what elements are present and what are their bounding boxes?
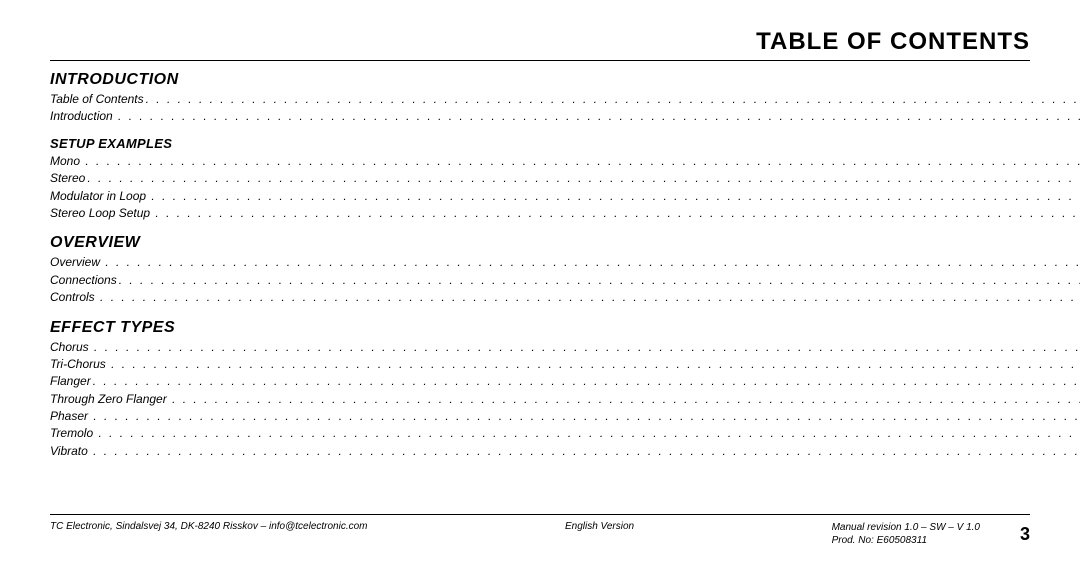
toc-entry-label: Vibrato (50, 443, 91, 460)
toc-columns: INTRODUCTIONTable of Contents3Introducti… (50, 71, 1030, 460)
toc-entry-label: Flanger (50, 373, 91, 390)
toc-leader-dots (96, 425, 1080, 442)
toc-leader-dots (92, 339, 1080, 356)
toc-entry: Chorus 14 (50, 339, 1080, 356)
toc-entry-label: Controls (50, 289, 98, 306)
toc-leader-dots (144, 91, 1080, 108)
bottom-rule (50, 514, 1030, 515)
toc-leader-dots (153, 205, 1080, 222)
page-title: TABLE OF CONTENTS (50, 28, 1030, 56)
toc-entry-label: Stereo Loop Setup (50, 205, 153, 222)
toc-section-title: INTRODUCTION (50, 71, 1080, 89)
toc-entry-label: Mono (50, 153, 83, 170)
toc-entry: Modulator in Loop 7 (50, 188, 1080, 205)
toc-leader-dots (98, 289, 1080, 306)
toc-entry-label: Through Zero Flanger (50, 391, 170, 408)
toc-entry: Connections10 (50, 272, 1080, 289)
toc-leader-dots (109, 356, 1080, 373)
toc-entry-label: Stereo (50, 170, 85, 187)
toc-entry: Tri-Chorus 15 (50, 356, 1080, 373)
title-block: TABLE OF CONTENTS (50, 28, 1030, 56)
footer-page-number: 3 (1020, 524, 1030, 545)
footer-right-text: Manual revision 1.0 – SW – V 1.0 Prod. N… (832, 521, 980, 547)
footer-mid: English Version (545, 521, 654, 532)
toc-entry-label: Connections (50, 272, 117, 289)
toc-entry-label: Introduction (50, 108, 116, 125)
toc-entry: Overview 9 (50, 254, 1080, 271)
toc-section-title: EFFECT TYPES (50, 319, 1080, 337)
toc-leader-dots (170, 391, 1080, 408)
toc-leader-dots (103, 254, 1080, 271)
footer: TC Electronic, Sindalsvej 34, DK-8240 Ri… (50, 514, 1030, 547)
toc-entry-label: Overview (50, 254, 103, 271)
toc-entry-label: Tremolo (50, 425, 96, 442)
toc-leader-dots (83, 153, 1080, 170)
toc-entry: Vibrato 24 (50, 443, 1080, 460)
toc-entry-label: Table of Contents (50, 91, 144, 108)
toc-entry-label: Chorus (50, 339, 92, 356)
toc-leader-dots (149, 188, 1080, 205)
footer-revision: Manual revision 1.0 – SW – V 1.0 (832, 521, 980, 534)
footer-prodno: Prod. No: E60508311 (832, 534, 980, 547)
toc-entry: Tremolo 21 (50, 425, 1080, 442)
toc-leader-dots (117, 272, 1080, 289)
toc-entry: Through Zero Flanger 16 (50, 391, 1080, 408)
toc-entry: Mono 5 (50, 153, 1080, 170)
toc-entry: Table of Contents3 (50, 91, 1080, 108)
toc-leader-dots (91, 443, 1080, 460)
footer-right-block: Manual revision 1.0 – SW – V 1.0 Prod. N… (832, 521, 1030, 547)
toc-entry-label: Modulator in Loop (50, 188, 149, 205)
toc-entry: Flanger16 (50, 373, 1080, 390)
toc-entry: Phaser 19 (50, 408, 1080, 425)
toc-entry-label: Phaser (50, 408, 91, 425)
toc-entry-label: Tri-Chorus (50, 356, 109, 373)
footer-left: TC Electronic, Sindalsvej 34, DK-8240 Ri… (50, 521, 368, 532)
toc-subsection-title: SETUP EXAMPLES (50, 136, 1080, 151)
toc-entry: Stereo6 (50, 170, 1080, 187)
toc-entry: Stereo Loop Setup 8 (50, 205, 1080, 222)
toc-page: TABLE OF CONTENTS INTRODUCTION Table of C… (0, 0, 1080, 565)
toc-leader-dots (85, 170, 1080, 187)
toc-entry: Controls 10 (50, 289, 1080, 306)
toc-left-column: INTRODUCTION Table of Contents3Introducti… (50, 71, 1080, 460)
toc-leader-dots (116, 108, 1080, 125)
toc-section-title: OVERVIEW (50, 234, 1080, 252)
top-rule (50, 60, 1030, 61)
toc-leader-dots (91, 408, 1080, 425)
toc-entry: Introduction 4 (50, 108, 1080, 125)
footer-row: TC Electronic, Sindalsvej 34, DK-8240 Ri… (50, 521, 1030, 547)
toc-leader-dots (91, 373, 1080, 390)
